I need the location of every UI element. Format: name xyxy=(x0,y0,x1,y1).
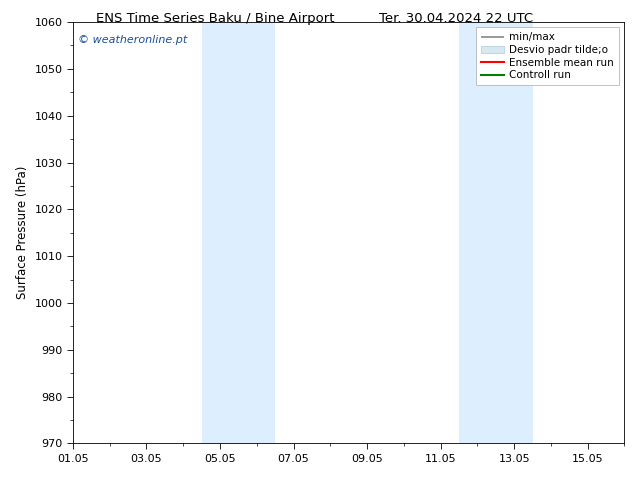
Legend: min/max, Desvio padr tilde;o, Ensemble mean run, Controll run: min/max, Desvio padr tilde;o, Ensemble m… xyxy=(476,27,619,85)
Text: Ter. 30.04.2024 22 UTC: Ter. 30.04.2024 22 UTC xyxy=(379,12,534,25)
Bar xyxy=(459,22,496,443)
Bar xyxy=(202,22,238,443)
Bar xyxy=(238,22,275,443)
Text: ENS Time Series Baku / Bine Airport: ENS Time Series Baku / Bine Airport xyxy=(96,12,335,25)
Bar xyxy=(496,22,533,443)
Y-axis label: Surface Pressure (hPa): Surface Pressure (hPa) xyxy=(16,166,29,299)
Text: © weatheronline.pt: © weatheronline.pt xyxy=(79,35,188,45)
